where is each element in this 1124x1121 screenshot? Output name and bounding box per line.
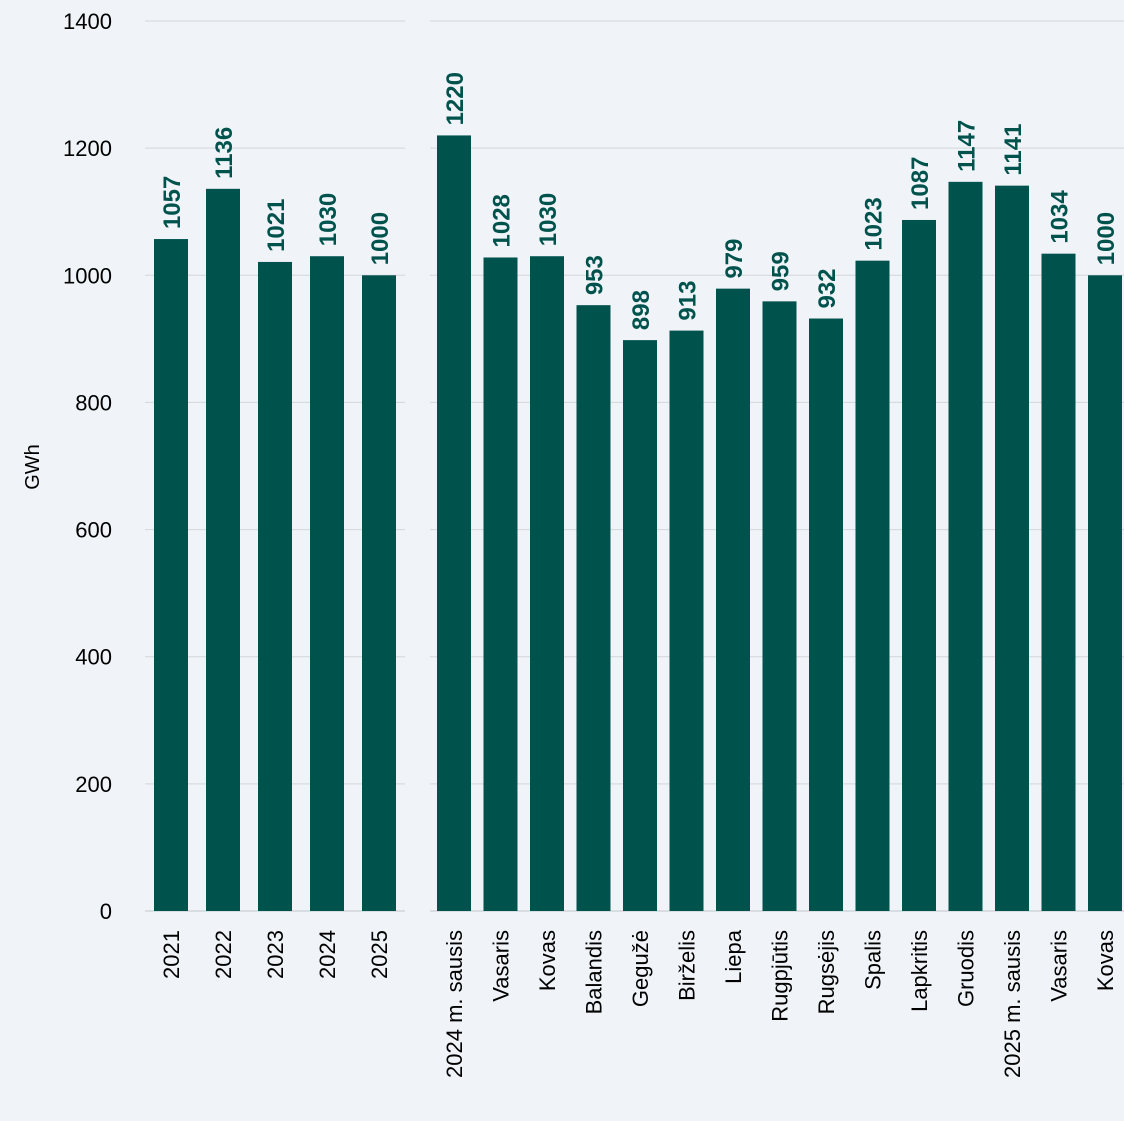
x-tick-label: 2025 m. sausis [1000,930,1025,1078]
bar [1088,275,1122,911]
bar [669,330,704,911]
bar [948,181,983,912]
bar [809,318,843,911]
x-tick-label: 2024 m. sausis [442,930,467,1078]
x-tick-label: 2022 [211,930,236,979]
bar [154,239,188,912]
y-tick-label: 0 [100,899,112,924]
y-tick-label: 200 [75,772,112,797]
bar [762,301,797,912]
data-label: 932 [814,268,841,308]
data-label: 1030 [315,193,342,246]
data-label: 959 [768,251,795,291]
bar [206,188,240,912]
bar [855,260,890,911]
x-tick-label: Lapkritis [907,930,932,1012]
data-label: 1220 [442,72,469,125]
data-label: 913 [675,281,702,321]
x-tick-label: Rugpjūtis [768,930,793,1022]
y-tick-label: 1400 [63,9,112,34]
bar [310,256,344,911]
data-label: 1147 [954,120,981,172]
bar [623,340,657,912]
y-tick-label: 600 [75,518,112,543]
y-tick-label: 800 [75,390,112,415]
data-label: 979 [721,239,748,279]
x-tick-label: 2023 [263,930,288,979]
x-tick-label: Balandis [582,930,607,1014]
x-tick-label: Gruodis [954,930,979,1007]
x-tick-label: Gegužė [628,930,653,1007]
x-tick-label: Birželis [675,930,700,1001]
x-tick-label: Spalis [861,930,886,990]
bar [576,305,611,911]
data-label: 953 [582,255,609,295]
x-tick-label: Kovas [535,930,560,991]
data-label: 1028 [489,194,516,247]
x-tick-label: Liepa [721,929,746,984]
bar [437,135,471,911]
bar [1041,253,1076,911]
bar [362,275,396,911]
bar [258,261,292,912]
y-tick-label: 1200 [63,136,112,161]
y-axis-label: GWh [22,444,44,490]
x-tick-label: 2025 [367,930,392,979]
y-tick-label: 1000 [63,263,112,288]
bar [530,256,564,911]
x-tick-label: Vasaris [489,930,514,1002]
x-tick-label: Rugsėjis [814,930,839,1014]
bar [483,257,518,911]
data-label: 1030 [535,193,562,246]
bars [154,135,1122,912]
data-label: 1023 [861,197,888,250]
data-label: 1087 [907,157,934,210]
data-label: 1034 [1047,190,1074,244]
data-label: 1000 [1093,212,1120,265]
data-label: 898 [628,290,655,330]
bar [716,288,750,911]
bar [995,185,1029,911]
x-tick-label: 2024 [315,930,340,979]
labels: 1057 2021 1136 2022 1021 2023 1030 2024 1000 2025… [159,72,1120,1078]
data-label: 1057 [159,176,186,229]
data-label: 1141 [1000,124,1027,176]
bar [902,219,936,911]
data-label: 1021 [263,199,290,252]
x-tick-label: Kovas [1093,930,1118,991]
data-label: 1136 [211,127,238,179]
data-label: 1000 [367,212,394,265]
y-tick-label: 400 [75,645,112,670]
x-tick-label: Vasaris [1047,930,1072,1002]
x-tick-label: 2021 [159,930,184,979]
